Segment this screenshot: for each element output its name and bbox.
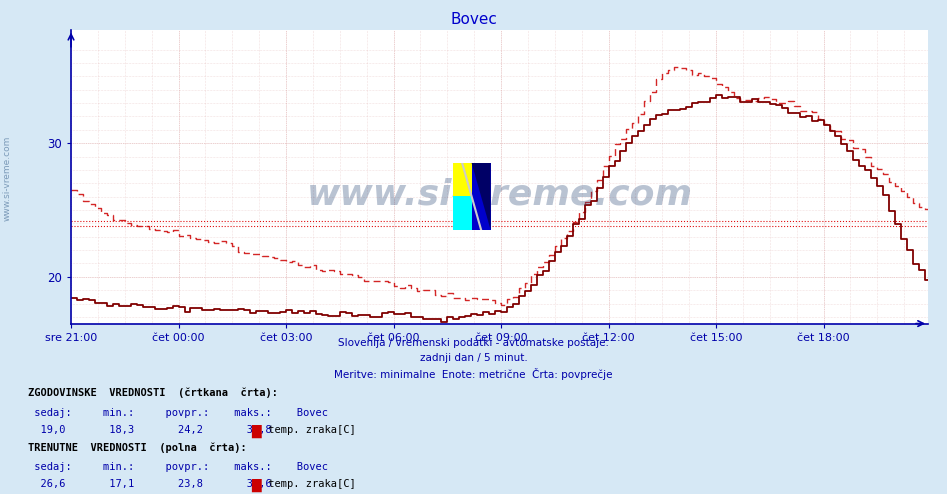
Text: ZGODOVINSKE  VREDNOSTI  (črtkana  črta):: ZGODOVINSKE VREDNOSTI (črtkana črta): [28, 388, 278, 398]
Text: sedaj:     min.:     povpr.:    maks.:    Bovec: sedaj: min.: povpr.: maks.: Bovec [28, 408, 329, 417]
Text: zadnji dan / 5 minut.: zadnji dan / 5 minut. [420, 353, 527, 363]
Text: Slovenija / vremenski podatki - avtomatske postaje.: Slovenija / vremenski podatki - avtomats… [338, 338, 609, 348]
Text: █: █ [251, 425, 260, 438]
Text: 19,0       18,3       24,2       35,8: 19,0 18,3 24,2 35,8 [28, 425, 272, 435]
Text: Meritve: minimalne  Enote: metrične  Črta: povprečje: Meritve: minimalne Enote: metrične Črta:… [334, 368, 613, 380]
Text: temp. zraka[C]: temp. zraka[C] [262, 425, 356, 435]
Text: sedaj:     min.:     povpr.:    maks.:    Bovec: sedaj: min.: povpr.: maks.: Bovec [28, 462, 329, 472]
Bar [453, 163, 472, 197]
Text: www.si-vreme.com: www.si-vreme.com [307, 177, 692, 211]
Text: www.si-vreme.com: www.si-vreme.com [3, 135, 12, 220]
Text: 26,6       17,1       23,8       33,6: 26,6 17,1 23,8 33,6 [28, 479, 272, 489]
Text: █: █ [251, 479, 260, 493]
Bar [472, 163, 491, 230]
Text: Bovec: Bovec [450, 12, 497, 27]
Text: temp. zraka[C]: temp. zraka[C] [262, 479, 356, 489]
Text: TRENUTNE  VREDNOSTI  (polna  črta):: TRENUTNE VREDNOSTI (polna črta): [28, 442, 247, 453]
Polygon shape [472, 163, 491, 230]
Bar [453, 197, 472, 230]
